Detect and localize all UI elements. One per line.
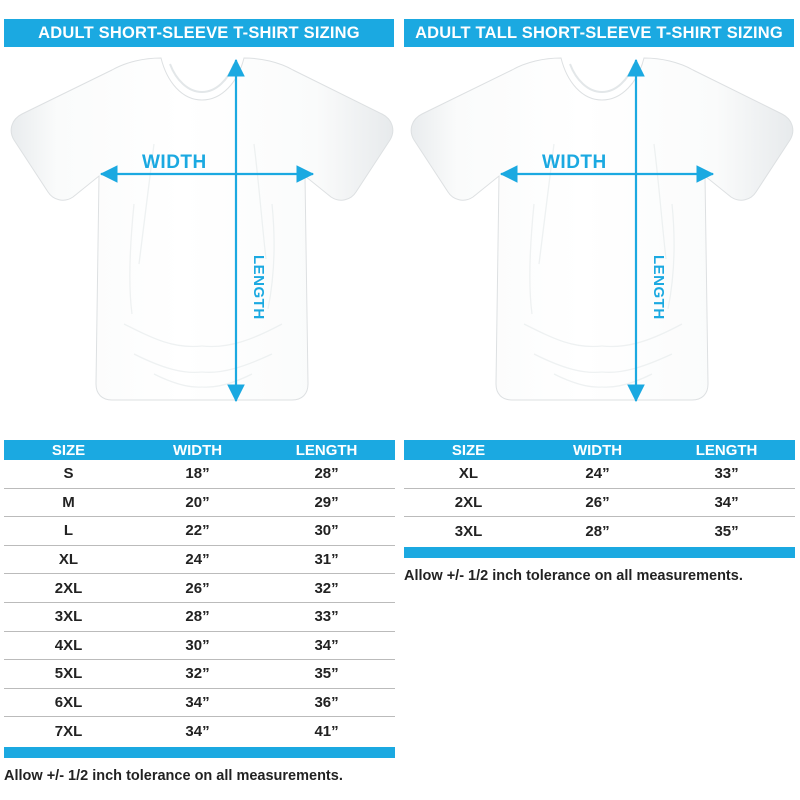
svg-text:WIDTH: WIDTH — [542, 152, 607, 173]
svg-text:LENGTH: LENGTH — [650, 255, 667, 320]
svg-text:WIDTH: WIDTH — [142, 152, 207, 173]
svg-text:LENGTH: LENGTH — [250, 255, 267, 320]
